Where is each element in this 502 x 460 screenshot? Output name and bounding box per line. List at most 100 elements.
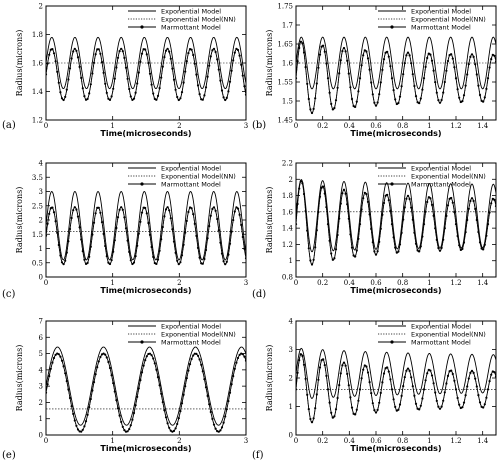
x-tick-label: 1 (427, 279, 431, 287)
plot-content (46, 190, 246, 266)
series-marker-marmottant (365, 193, 368, 196)
x-tick-label: 0 (44, 279, 48, 287)
series-marker-marmottant (163, 56, 166, 59)
series-marker-marmottant (185, 60, 188, 63)
series-marker-marmottant (379, 227, 382, 230)
series-marker-marmottant (320, 45, 323, 48)
series-marker-marmottant (346, 203, 349, 206)
series-marker-marmottant (474, 377, 477, 380)
series-marker-marmottant (438, 407, 442, 410)
series-marker-marmottant (211, 207, 214, 211)
series-marker-marmottant (147, 221, 150, 225)
series-marker-marmottant (108, 366, 112, 370)
series-marker-marmottant (145, 212, 148, 215)
series-marker-marmottant (196, 84, 200, 87)
series-marker-marmottant (490, 373, 493, 376)
y-tick-label: 1.8 (32, 31, 43, 39)
series-marker-marmottant (222, 421, 225, 424)
series-marker-marmottant (422, 77, 426, 80)
series-marker-marmottant (440, 98, 443, 102)
series-marker-marmottant (312, 258, 315, 261)
y-tick-label: 1.5 (32, 231, 43, 239)
series-marker-marmottant (244, 257, 246, 260)
series-marker-marmottant (208, 403, 211, 406)
y-tick-label: 1 (39, 415, 43, 423)
series-marker-marmottant (414, 95, 418, 98)
series-marker-marmottant (430, 203, 434, 206)
series-marker-marmottant (196, 354, 200, 357)
series-marker-marmottant (160, 76, 163, 79)
x-tick-label: 1 (427, 437, 431, 445)
series-marker-marmottant (408, 54, 411, 57)
series-marker-marmottant (389, 378, 392, 381)
series-marker-marmottant (298, 187, 301, 190)
series-marker-marmottant (312, 417, 315, 420)
series-marker-marmottant (494, 60, 496, 63)
series-marker-marmottant (81, 428, 84, 431)
series-marker-marmottant (48, 53, 51, 56)
series-marker-marmottant (148, 352, 152, 355)
series-marker-marmottant (78, 226, 81, 229)
series-marker-marmottant (470, 197, 474, 200)
y-tick-label: 0 (289, 432, 293, 440)
series-marker-marmottant (474, 63, 477, 66)
series-marker-marmottant (57, 243, 60, 247)
legend-entry: Marmottant Model (161, 23, 221, 31)
series-marker-marmottant (334, 408, 338, 411)
series-marker-marmottant (382, 58, 386, 61)
series-marker-marmottant (48, 375, 51, 378)
series-marker-marmottant (390, 77, 394, 80)
series-marker-marmottant (102, 352, 105, 355)
series-marker-marmottant (421, 235, 424, 238)
series-marker-marmottant (320, 186, 323, 189)
series-marker-marmottant (64, 372, 67, 375)
series-marker-marmottant (440, 405, 443, 408)
series-marker-marmottant (217, 430, 220, 433)
series-marker-marmottant (190, 48, 193, 51)
series-marker-marmottant (326, 388, 330, 391)
series-line-exponential-nn (296, 353, 496, 423)
series-marker-marmottant (209, 55, 212, 58)
series-marker-marmottant (306, 393, 309, 396)
series-marker-marmottant (458, 244, 461, 247)
series-marker-marmottant (116, 56, 120, 59)
x-tick-label: 2 (177, 279, 181, 287)
series-marker-marmottant (123, 429, 126, 432)
series-marker-marmottant (302, 51, 306, 54)
series-marker-marmottant (477, 394, 480, 397)
y-tick-label: 1.2 (32, 117, 43, 125)
series-marker-marmottant (394, 246, 397, 249)
series-marker-marmottant (182, 243, 185, 246)
y-tick-label: 2 (39, 399, 43, 407)
series-marker-marmottant (158, 249, 161, 252)
series-marker-marmottant (174, 88, 177, 91)
series-marker-marmottant (429, 197, 432, 200)
series-marker-marmottant (201, 370, 204, 373)
series-marker-marmottant (198, 358, 201, 361)
series-marker-marmottant (317, 210, 320, 214)
series-marker-marmottant (203, 257, 206, 261)
series-marker-marmottant (235, 47, 238, 51)
x-tick-label: 2 (177, 122, 181, 130)
series-marker-marmottant (389, 65, 392, 68)
series-marker-marmottant (232, 375, 235, 378)
series-marker-marmottant (219, 241, 222, 244)
series-marker-marmottant (185, 219, 188, 222)
series-marker-marmottant (486, 77, 490, 80)
series-marker-marmottant (81, 87, 84, 90)
series-marker-marmottant (458, 403, 461, 406)
series-marker-marmottant (410, 206, 413, 209)
series-marker-marmottant (323, 364, 326, 367)
y-tick-label: 1.7 (282, 22, 293, 30)
x-tick-label: 0.4 (344, 122, 356, 130)
series-marker-marmottant (132, 97, 136, 100)
series-marker-marmottant (430, 59, 434, 62)
series-marker-marmottant (80, 238, 83, 241)
series-marker-marmottant (110, 259, 113, 262)
series-marker-marmottant (486, 388, 490, 391)
series-marker-marmottant (405, 369, 408, 372)
series-marker-marmottant (51, 361, 54, 364)
series-marker-marmottant (347, 72, 350, 75)
series-marker-marmottant (126, 77, 129, 80)
series-marker-marmottant (75, 424, 78, 427)
